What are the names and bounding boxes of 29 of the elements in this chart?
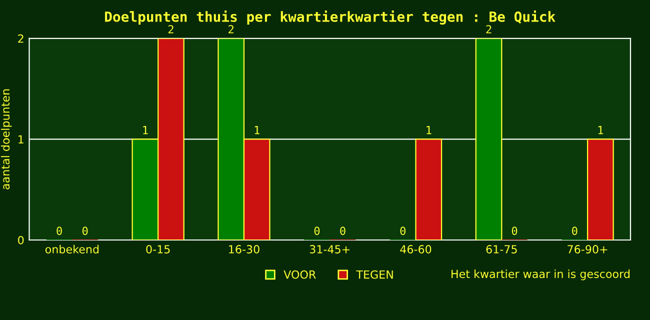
data-label: 0 bbox=[340, 226, 346, 236]
data-label: 1 bbox=[143, 126, 148, 134]
data-label: 0 bbox=[314, 226, 320, 236]
data-label: 2 bbox=[486, 25, 492, 34]
data-label: 0 bbox=[56, 226, 62, 236]
legend-label: VOOR bbox=[284, 270, 316, 279]
data-label: 0 bbox=[400, 226, 406, 236]
x-axis-title: Het kwartier waar in is gescoord bbox=[452, 270, 630, 280]
x-tick-label: 16-30 bbox=[229, 245, 260, 254]
data-label: 1 bbox=[426, 126, 432, 134]
data-label: 2 bbox=[168, 25, 174, 34]
data-label: 0 bbox=[512, 226, 518, 236]
y-tick-label: 0 bbox=[18, 236, 24, 244]
y-axis-title: aantal doelpunten bbox=[1, 89, 12, 190]
data-label: 0 bbox=[82, 226, 88, 236]
y-tick-label: 1 bbox=[18, 135, 24, 144]
x-tick-label: 61-75 bbox=[486, 245, 517, 254]
data-label: 1 bbox=[598, 126, 604, 134]
x-tick-label: 31-45+ bbox=[310, 245, 350, 254]
x-tick-label: 46-60 bbox=[400, 245, 432, 254]
legend-label: TEGEN bbox=[356, 270, 393, 279]
chart-title: Doelpunten thuis per kwartierkwartier tegen : Be Quick bbox=[105, 10, 556, 25]
data-label: 0 bbox=[572, 226, 578, 236]
y-tick-label: 2 bbox=[18, 34, 24, 43]
x-tick-label: 76-90+ bbox=[568, 245, 608, 254]
x-tick-label: 0-15 bbox=[146, 245, 170, 254]
x-tick-label: onbekend bbox=[45, 244, 99, 254]
data-label: 2 bbox=[228, 25, 234, 34]
data-label: 1 bbox=[254, 126, 260, 134]
